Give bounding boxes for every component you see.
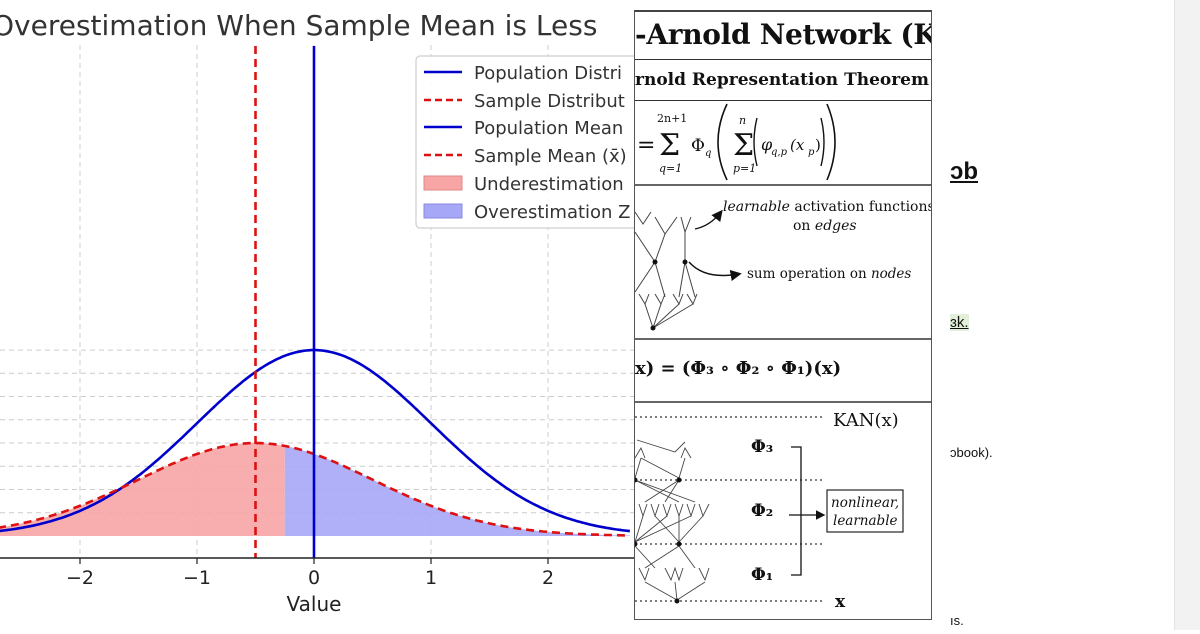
background-page: ɔb ɜk. ɔbook). ıs.	[932, 0, 1174, 630]
x-tick-label: −2	[66, 567, 94, 589]
phi1-label: Φ₁	[751, 565, 773, 585]
chart-title: Overestimation When Sample Mean is Less	[0, 9, 597, 42]
outer-sum-symbol: Σ	[659, 128, 680, 163]
link-fragment[interactable]: ɜk.	[950, 314, 969, 331]
phi3-label: Φ₃	[751, 437, 773, 457]
nonlinear-box-line2: learnable	[833, 513, 898, 529]
distribution-chart: −2 −1 0 1 2 Overestimation When Sample Mean …	[0, 9, 657, 616]
nodes-annotation: sum operation on nodes	[747, 266, 911, 282]
heading-fragment: ɔb	[950, 158, 979, 185]
network-node	[635, 477, 638, 483]
network-node	[635, 541, 638, 547]
x-p-close: )	[815, 136, 821, 154]
kan-output-label: KAN(x)	[833, 410, 899, 431]
legend-label-overestimation: Overestimation Z	[474, 202, 631, 223]
legend: Population Distri Sample Distribut Popul…	[415, 55, 657, 229]
phi-q: Φ	[691, 136, 705, 156]
kan-formula: = 2n+1 Σ q=1 Φ q n Σ p=1 φ q,p (x p )	[637, 103, 836, 181]
legend-patch-overestimation	[423, 203, 463, 219]
nodes-arrow	[688, 261, 742, 281]
formula-equals: =	[637, 133, 655, 158]
kan-composition: x) = (Φ₃ ∘ Φ₂ ∘ Φ₁)(x)	[635, 358, 841, 379]
x-p: (x	[790, 136, 805, 154]
network-sketch-top	[635, 211, 698, 329]
kan-title: -Arnold Network (KAN)	[635, 18, 931, 51]
small-phi: φ	[761, 135, 773, 154]
edges-annotation: learnable activation functions	[723, 199, 932, 215]
legend-label-population-mean: Population Mean	[474, 118, 623, 139]
overestimation-region	[284, 445, 630, 536]
legend-label-sample-distribution: Sample Distribut	[474, 91, 625, 112]
chart-svg: −2 −1 0 1 2 Overestimation When Sample Mean …	[0, 9, 657, 616]
x-p-sub: p	[808, 147, 815, 158]
x-tick-label: −1	[183, 567, 211, 589]
network-node	[652, 259, 658, 265]
phi-q-sub: q	[705, 148, 711, 159]
scrollbar-track[interactable]	[1174, 0, 1200, 630]
inner-paren-left	[753, 117, 758, 167]
inner-paren-right	[820, 117, 825, 167]
layer-bracket	[791, 446, 802, 576]
network-node	[676, 541, 682, 547]
small-phi-sub: q,p	[771, 147, 788, 158]
text-fragment: ıs.	[950, 613, 964, 628]
kan-figure: -Arnold Network (KAN) rnold Representati…	[634, 10, 932, 620]
network-node	[676, 477, 682, 483]
network-node	[650, 325, 656, 331]
layered-network	[635, 439, 710, 601]
legend-label-underestimation: Underestimation	[474, 174, 624, 195]
text-fragment: ɔbook).	[950, 445, 993, 460]
network-node	[682, 259, 688, 265]
legend-label-sample-mean: Sample Mean (x̄)	[474, 146, 627, 167]
curves	[0, 46, 631, 558]
x-tick-label: 1	[425, 567, 437, 589]
x-axis-label: Value	[287, 592, 342, 616]
outer-sum-upper: 2n+1	[657, 112, 687, 125]
x-tick-label: 0	[308, 567, 320, 589]
network-node	[674, 598, 680, 604]
inner-sum-lower: p=1	[733, 162, 756, 175]
underestimation-region	[0, 443, 285, 536]
nonlinear-box	[826, 489, 904, 533]
kan-input-label: x	[835, 592, 846, 612]
kan-separator	[635, 59, 931, 60]
kan-diagram-svg: = 2n+1 Σ q=1 Φ q n Σ p=1 φ q,p (x p )	[635, 103, 932, 612]
legend-label-population-distribution: Population Distri	[474, 63, 622, 84]
inner-sum-upper: n	[739, 114, 746, 127]
inner-sum-symbol: Σ	[733, 128, 754, 163]
kan-subtitle: rnold Representation Theorem	[635, 70, 929, 90]
phi2-label: Φ₂	[751, 501, 773, 521]
left-paren	[717, 103, 728, 181]
edges-arrow	[694, 209, 723, 230]
legend-patch-underestimation	[423, 175, 463, 191]
edges-annotation-2: on edges	[793, 218, 857, 234]
x-tick-label: 2	[542, 567, 554, 589]
kan-separator	[635, 100, 931, 101]
fill-regions	[0, 443, 630, 536]
x-axis: −2 −1 0 1 2	[0, 557, 634, 589]
outer-sum-lower: q=1	[659, 162, 682, 175]
right-paren	[826, 103, 836, 181]
nonlinear-box-line1: nonlinear,	[831, 495, 899, 511]
